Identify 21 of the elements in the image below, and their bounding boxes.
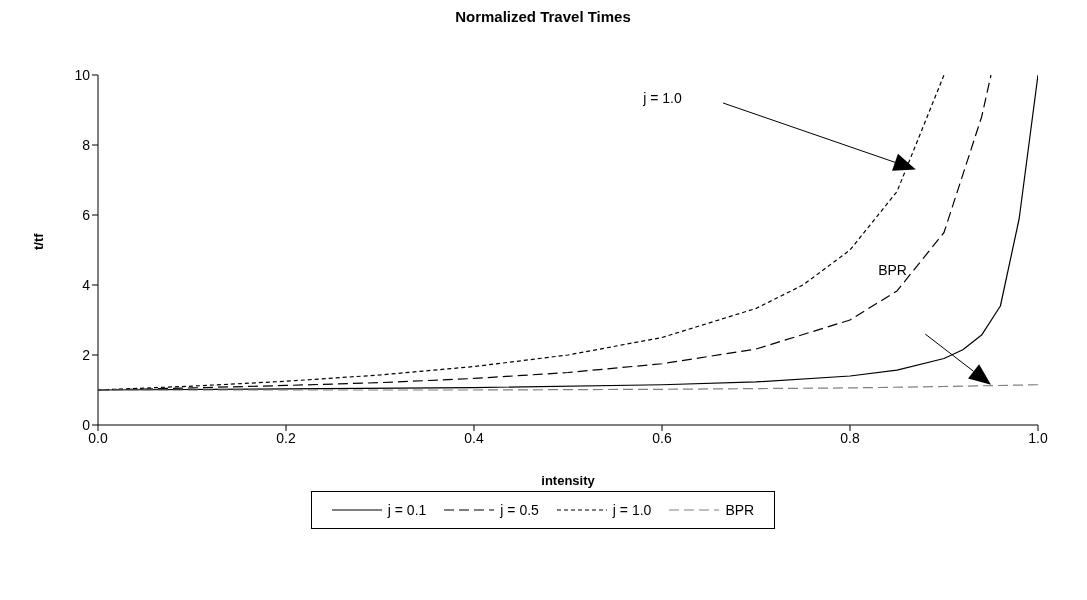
y-tick-label: 2 (82, 346, 91, 363)
x-tick-label: 0.2 (276, 429, 296, 446)
annotation: j = 1.0 (642, 90, 682, 106)
y-axis-title: t/tf (30, 232, 46, 250)
legend-label: j = 1.0 (611, 502, 652, 518)
legend-label: j = 0.5 (499, 502, 539, 518)
x-tick-label: 0.0 (88, 429, 108, 446)
annotation: BPR (878, 261, 907, 278)
chart-title: Normalized Travel Times (454, 8, 632, 25)
y-tick-label: 6 (82, 206, 91, 223)
y-tick-label: 8 (82, 136, 91, 153)
x-tick-label: 0.6 (652, 429, 672, 446)
legend-label: BPR (724, 502, 755, 518)
y-tick-label: 10 (74, 66, 91, 83)
x-tick-label: 1.0 (1028, 429, 1048, 446)
x-axis-title: intensity (541, 473, 596, 488)
legend-label: j = 0.1 (386, 502, 427, 518)
x-tick-label: 0.8 (840, 429, 860, 446)
y-tick-label: 4 (82, 276, 91, 293)
x-tick-label: 0.4 (464, 429, 484, 446)
y-tick-label: 0 (82, 416, 91, 433)
